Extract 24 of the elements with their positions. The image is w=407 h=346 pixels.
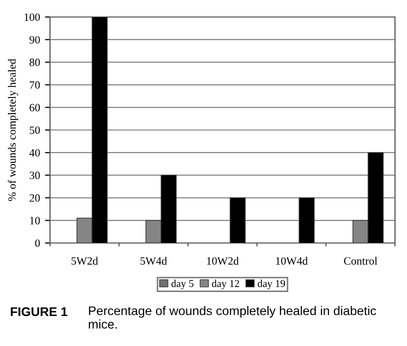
legend-label: day 12 [212,280,240,290]
x-tick-label: 10W4d [276,256,308,265]
caption: FIGURE 1 [10,307,68,316]
y-tick-label: 20 [30,194,40,202]
x-tick-label: 5W4d [140,256,167,265]
x-tick-label: Control [344,256,378,265]
y-axis-title: % of wounds completely healed [8,58,18,201]
y-tick-label: 60 [30,104,40,112]
y-tick-label: 100 [24,13,40,21]
y-tick-label: 10 [30,216,40,224]
y-tick-label: 80 [30,58,40,66]
y-tick-label: 30 [30,172,40,180]
bar [298,197,315,243]
bar [230,197,246,243]
legend-label: day 19 [258,280,285,290]
y-tick-label: 50 [30,126,40,134]
y-tick-label: 70 [30,81,40,89]
legend-label: day 5 [171,280,194,290]
text: Percentage of wounds completely healed in diabetic mice. [88,306,376,329]
y-tick-label: 0 [35,239,40,247]
y-tick-label: 90 [30,36,40,44]
x-tick-label: 10W2d [207,256,239,265]
x-tick-label: 5W2d [72,256,98,265]
y-tick-label: 40 [29,149,40,157]
